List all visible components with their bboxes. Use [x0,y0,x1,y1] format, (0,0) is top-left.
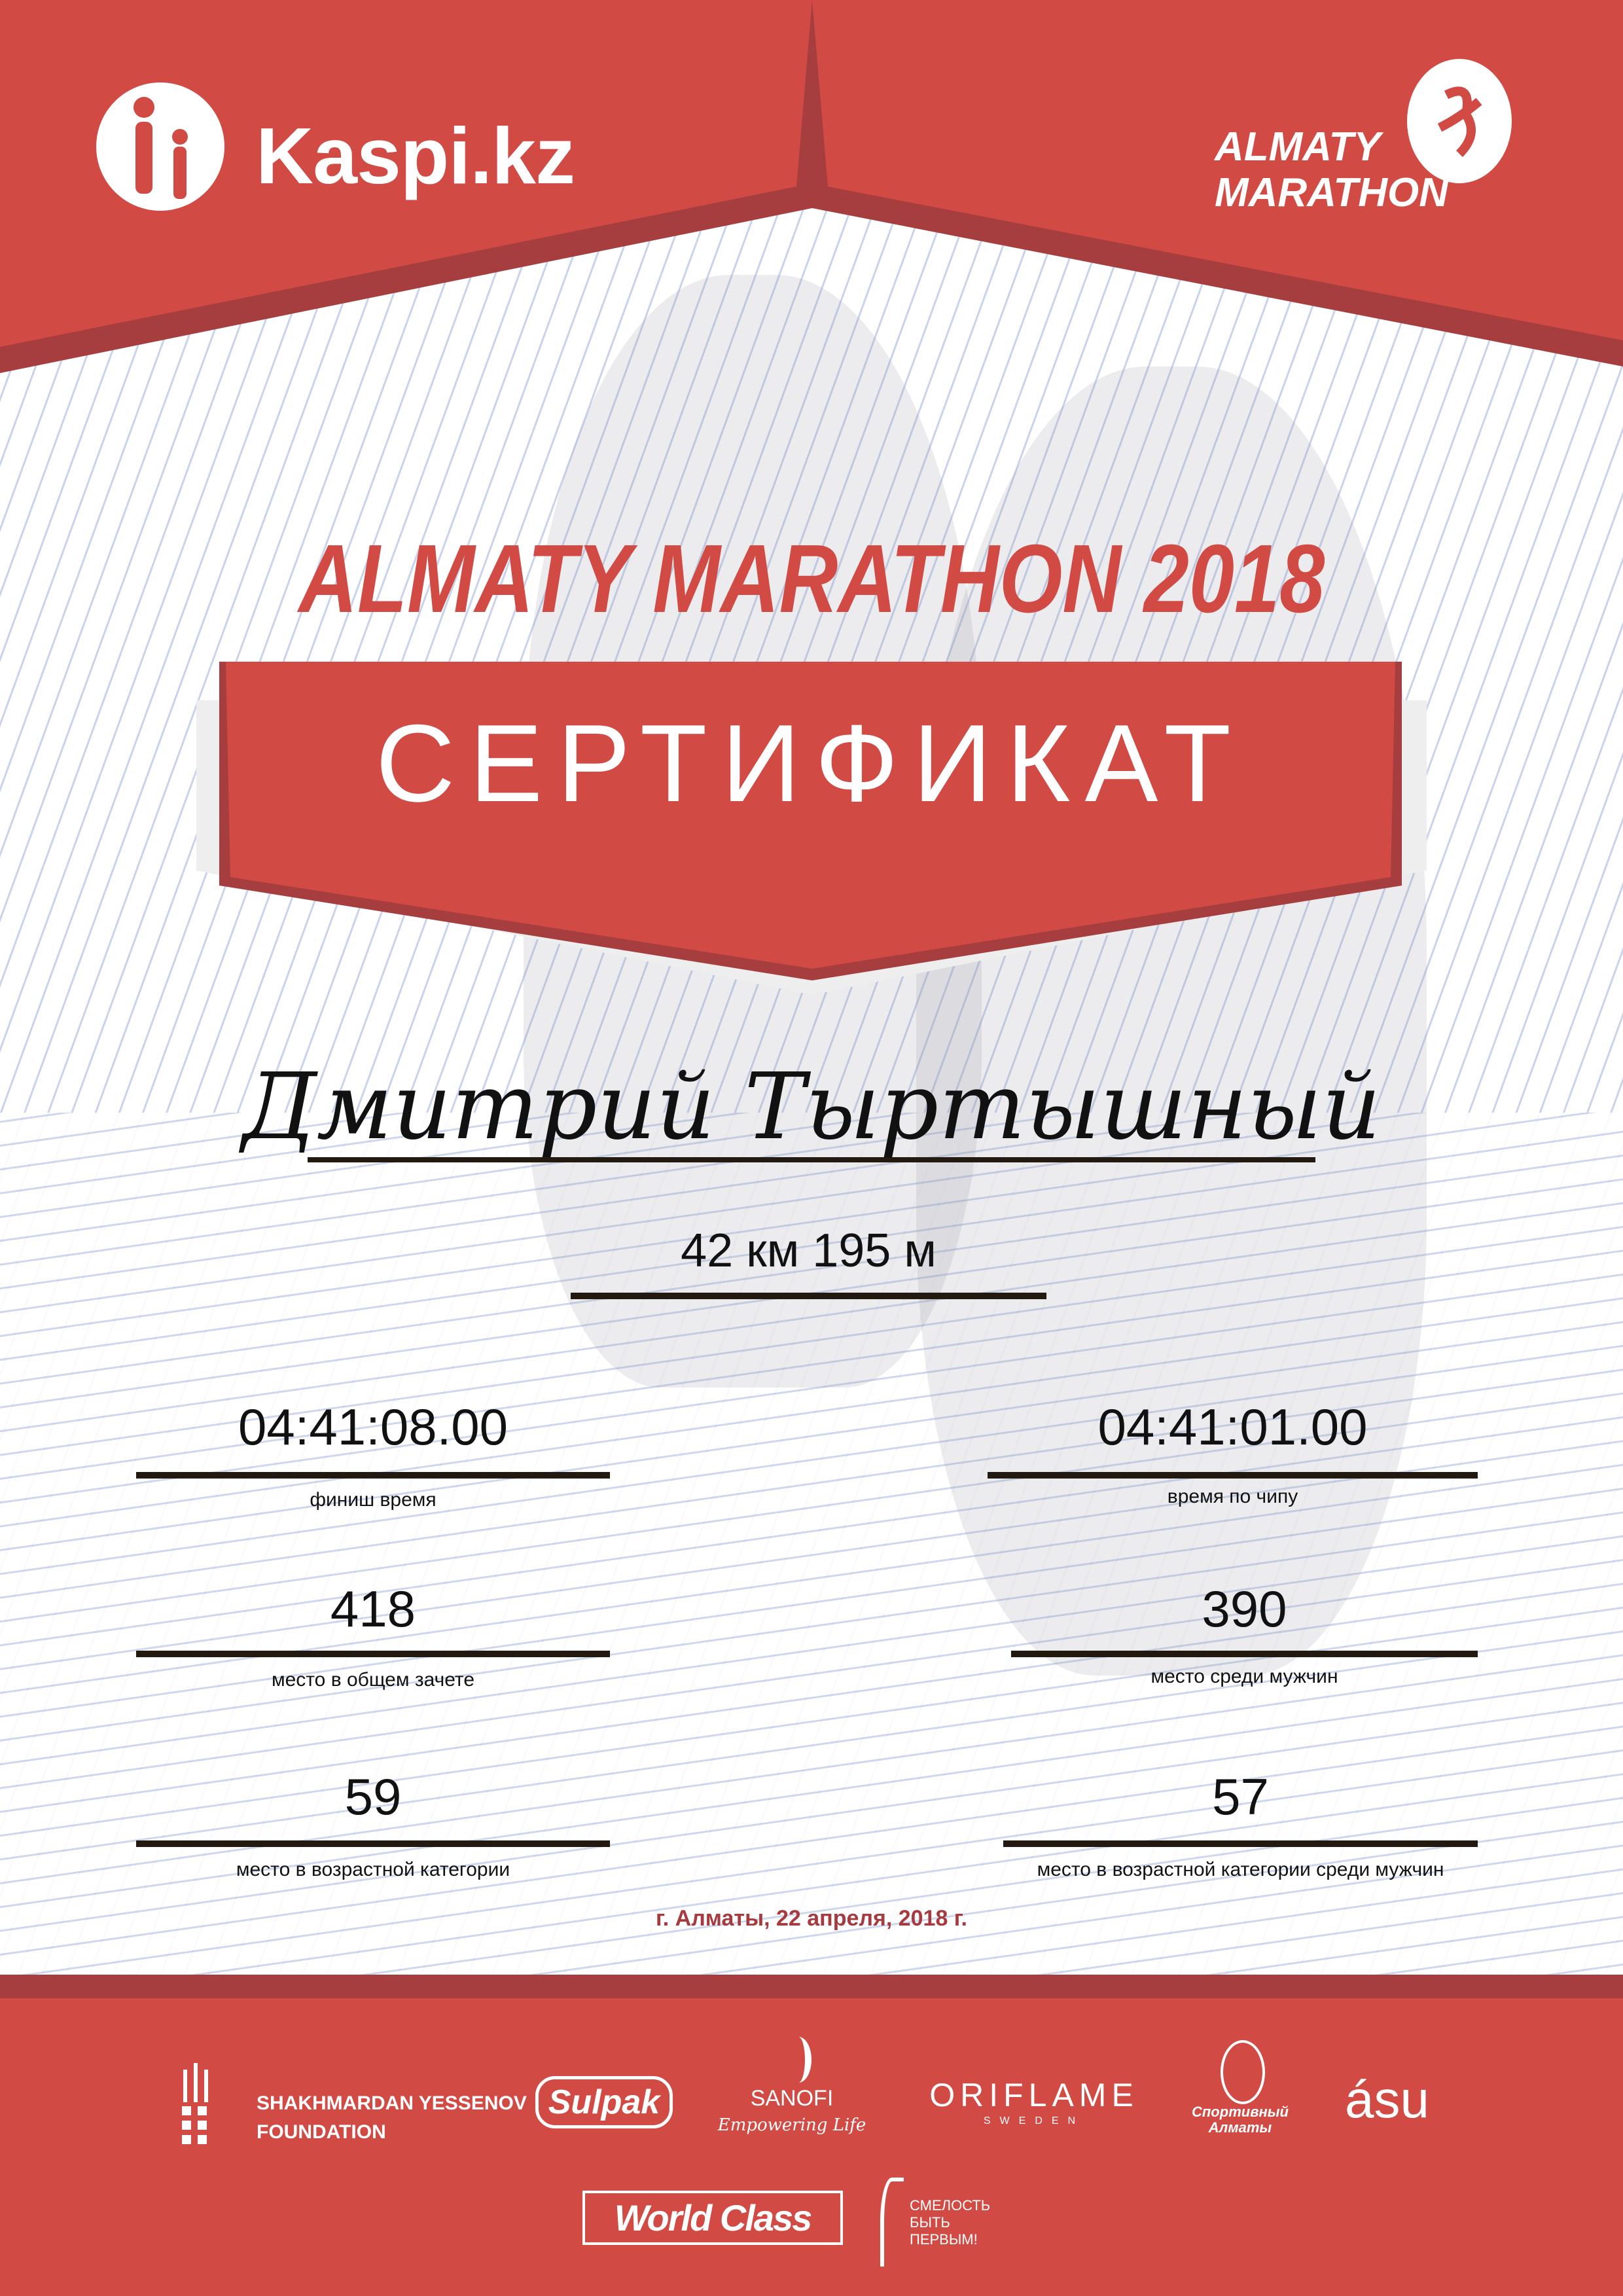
name-underline [308,1157,1315,1162]
almaty-marathon-runner-icon [1407,59,1512,183]
header-red [0,0,1623,347]
runner-photo-woman [916,367,1427,1676]
asu-logo: ásu [1345,2070,1429,2128]
overall-place-label: место в общем зачете [271,1669,475,1691]
courage-line-1: СМЕЛОСТЬ [910,2197,991,2214]
event-title-wrap: ALMATY MARATHON 2018 [0,524,1623,635]
sanofi-logo-icon [785,2037,812,2083]
chip-time-line [988,1472,1478,1479]
distance: 42 км 195 м [681,1225,936,1277]
overall-place-value: 418 [330,1580,416,1638]
sulpak-logo: Sulpak [535,2076,673,2128]
age-male-place-line [1003,1840,1478,1847]
courage-fund-icon [880,2178,904,2267]
age-place-label: место в возрастной категории [236,1859,510,1880]
age-male-place-value: 57 [1212,1768,1269,1825]
courage-fund-logo: СМЕЛОСТЬ БЫТЬ ПЕРВЫМ! [910,2197,990,2248]
male-place-label: место среди мужчин [1150,1666,1338,1687]
logo-line-2: MARATHON [1215,170,1449,215]
event-title: ALMATY MARATHON 2018 [298,525,1325,633]
courage-line-2: БЫТЬ [910,2214,950,2231]
male-place-value: 390 [1202,1580,1287,1638]
finish-time-line [136,1472,610,1479]
age-place-value: 59 [344,1768,402,1825]
oriflame-sub: SWEDEN [983,2115,1085,2126]
finish-time-label: финиш время [310,1489,437,1511]
age-place-line [136,1840,610,1847]
yessenov-line-2: FOUNDATION [257,2121,386,2143]
distance-underline [571,1293,1046,1299]
sport-almaty-logo: Спортивный Алматы [1191,2104,1289,2136]
kaspi-logo-text: Kaspi.kz [256,111,575,200]
age-male-place-label: место в возрастной категории среди мужчи… [1037,1859,1444,1880]
sport-almaty-emblem-icon [1221,2040,1265,2104]
chip-time-label: время по чипу [1167,1486,1298,1507]
banner-red [226,662,1395,969]
sponsors-footer: SHAKHMARDAN YESSENOV FOUNDATION Sulpak S… [0,1975,1623,2296]
participant-name: Дмитрий Тыртышный [241,1054,1382,1160]
background-pattern-lower [0,1113,1623,2029]
finish-time-value: 04:41:08.00 [238,1398,508,1456]
chip-time-value: 04:41:01.00 [1097,1398,1368,1456]
male-place-line [1011,1651,1478,1657]
yessenov-foundation-icon [182,2063,208,2144]
kaspi-logo-icon [96,82,224,211]
oriflame-logo: ORIFLAME [929,2077,1139,2113]
sanofi-tagline: Empowering Life [717,2115,866,2135]
issue-date: г. Алматы, 22 апреля, 2018 г. [656,1906,967,1931]
courage-line-3: ПЕРВЫМ! [910,2231,978,2248]
logo-line-1: ALMATY [1215,124,1381,170]
overall-place-line [136,1651,610,1657]
footer-band [0,1975,1623,1998]
certificate-heading: СЕРТИФИКАТ [375,702,1246,825]
worldclass-logo: World Class [582,2191,843,2245]
yessenov-line-1: SHAKHMARDAN YESSENOV [257,2092,527,2114]
yessenov-foundation-logo: SHAKHMARDAN YESSENOV FOUNDATION [257,2089,527,2147]
sanofi-logo: SANOFI [750,2086,834,2111]
almaty-marathon-logo: ALMATY MARATHON [1215,124,1448,216]
